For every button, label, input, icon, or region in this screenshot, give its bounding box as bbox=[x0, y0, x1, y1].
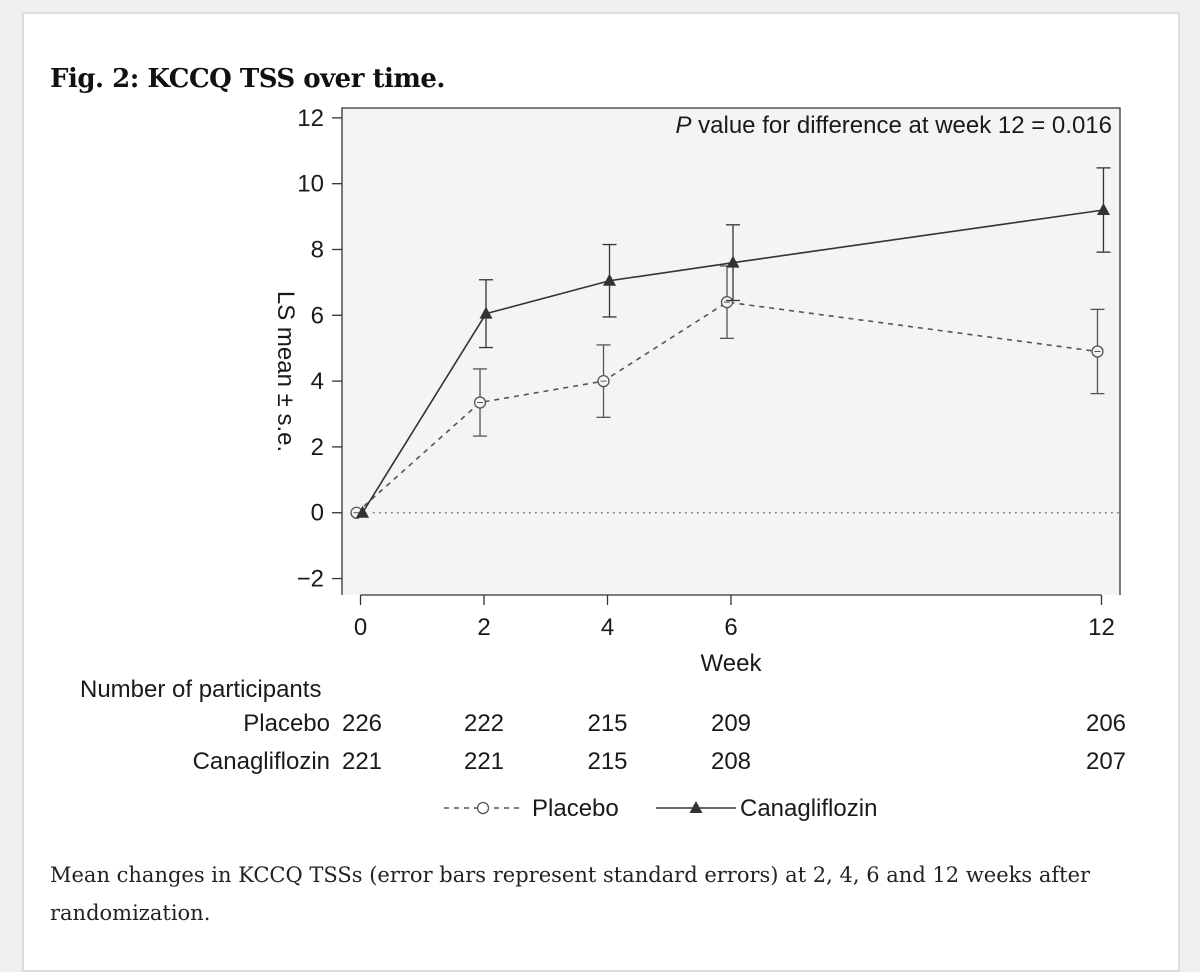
y-tick-label: 2 bbox=[311, 434, 324, 461]
participants-count: 208 bbox=[711, 748, 751, 775]
participants-count: 221 bbox=[464, 748, 504, 775]
y-tick-label: 12 bbox=[297, 105, 324, 132]
participants-count: 209 bbox=[711, 710, 751, 737]
participants-count: 206 bbox=[1086, 710, 1126, 737]
y-tick-label: 8 bbox=[311, 236, 324, 263]
canagliflozin-point bbox=[479, 306, 493, 319]
legend-canagliflozin-label: Canagliflozin bbox=[740, 795, 877, 822]
figure-caption: Mean changes in KCCQ TSSs (error bars re… bbox=[50, 863, 1091, 925]
x-tick-label: 12 bbox=[1088, 614, 1115, 641]
canagliflozin-point bbox=[603, 273, 617, 286]
participants-count: 226 bbox=[342, 710, 382, 737]
figure-title: Fig. 2: KCCQ TSS over time. bbox=[50, 64, 445, 94]
x-tick-label: 4 bbox=[601, 614, 614, 641]
canagliflozin-point bbox=[1096, 203, 1110, 216]
x-tick-label: 0 bbox=[354, 614, 367, 641]
plot-frame bbox=[341, 107, 1121, 595]
p-value-annotation: P value for difference at week 12 = 0.01… bbox=[675, 112, 1112, 139]
participants-count: 222 bbox=[464, 710, 504, 737]
y-tick-label: 10 bbox=[297, 171, 324, 198]
participants-row-label: Canagliflozin bbox=[193, 748, 330, 775]
y-tick-label: 6 bbox=[311, 302, 324, 329]
legend-placebo-label: Placebo bbox=[532, 795, 619, 822]
participants-header: Number of participants bbox=[80, 676, 321, 703]
x-tick-label: 2 bbox=[477, 614, 490, 641]
y-axis-label: LS mean ± s.e. bbox=[272, 291, 299, 452]
participants-row-label: Placebo bbox=[243, 710, 330, 737]
participants-count: 215 bbox=[587, 710, 627, 737]
y-tick-label: 0 bbox=[311, 500, 324, 527]
canagliflozin-point bbox=[356, 505, 370, 518]
canagliflozin-point bbox=[726, 255, 740, 268]
plot-area bbox=[342, 108, 1120, 595]
legend-canagliflozin-swatch-marker bbox=[689, 801, 703, 813]
y-tick-label: 4 bbox=[311, 368, 324, 395]
y-tick-label: −2 bbox=[297, 566, 324, 593]
x-axis-label: Week bbox=[701, 650, 763, 677]
participants-count: 207 bbox=[1086, 748, 1126, 775]
participants-count: 221 bbox=[342, 748, 382, 775]
legend-placebo-swatch-marker bbox=[476, 801, 490, 815]
participants-count: 215 bbox=[587, 748, 627, 775]
x-tick-label: 6 bbox=[724, 614, 737, 641]
